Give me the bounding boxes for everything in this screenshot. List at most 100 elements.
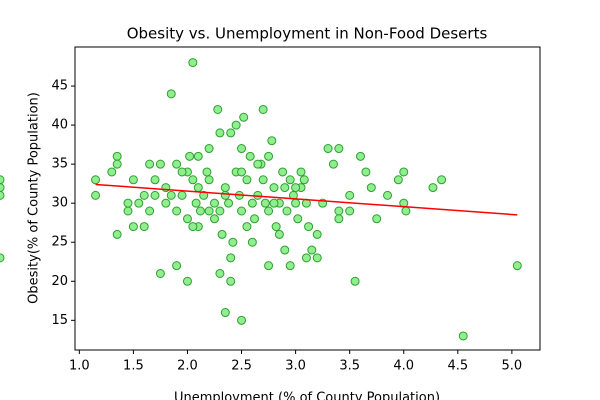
point: [250, 214, 260, 224]
point: [224, 198, 234, 208]
point: [193, 151, 203, 161]
point: [247, 237, 257, 247]
point: [247, 198, 257, 208]
point: [350, 276, 360, 286]
point: [0, 183, 5, 193]
x-axis-label: Unemployment (% of County Population): [174, 391, 440, 400]
point: [312, 253, 322, 263]
point: [215, 128, 225, 138]
point: [299, 175, 309, 185]
point: [264, 261, 274, 271]
y-tick-label: 30: [51, 196, 68, 211]
x-tick-label: 3.0: [285, 359, 306, 374]
point: [269, 198, 279, 208]
point: [280, 245, 290, 255]
point: [269, 183, 279, 193]
fit-line: [95, 183, 518, 216]
point: [264, 206, 274, 216]
point: [345, 190, 355, 200]
y-tick-label: 40: [51, 118, 68, 133]
point: [177, 167, 187, 177]
point: [220, 183, 230, 193]
point: [258, 175, 268, 185]
point: [258, 104, 268, 114]
point: [437, 175, 447, 185]
point: [285, 175, 295, 185]
point: [296, 167, 306, 177]
point: [128, 175, 138, 185]
point: [274, 229, 284, 239]
point: [280, 183, 290, 193]
point: [328, 159, 338, 169]
point: [182, 214, 192, 224]
point: [231, 120, 241, 130]
point: [112, 151, 122, 161]
point: [139, 222, 149, 232]
point: [245, 151, 255, 161]
point: [215, 206, 225, 216]
y-tick-label: 20: [51, 274, 68, 289]
point: [172, 206, 182, 216]
point: [282, 206, 292, 216]
point: [291, 198, 301, 208]
x-tick-label: 1.5: [123, 359, 144, 374]
point: [134, 198, 144, 208]
point: [237, 315, 247, 325]
point: [0, 190, 5, 200]
point: [253, 159, 263, 169]
point: [278, 167, 288, 177]
x-tick-label: 5.0: [502, 359, 523, 374]
x-tick-label: 2.5: [231, 359, 252, 374]
y-tick-label: 25: [51, 235, 68, 250]
point: [145, 159, 155, 169]
point: [182, 276, 192, 286]
point: [202, 167, 212, 177]
point: [304, 222, 314, 232]
point: [428, 183, 438, 193]
point: [185, 151, 195, 161]
point: [204, 144, 214, 154]
point: [267, 136, 277, 146]
point: [155, 268, 165, 278]
point: [204, 175, 214, 185]
point: [210, 214, 219, 224]
point: [372, 214, 382, 224]
point: [177, 190, 187, 200]
point: [128, 222, 138, 232]
point: [91, 190, 101, 200]
point: [260, 198, 270, 208]
point: [334, 206, 344, 216]
y-tick-label: 45: [51, 79, 68, 94]
point: [334, 214, 344, 224]
point: [312, 229, 322, 239]
point: [150, 175, 160, 185]
point: [210, 198, 219, 208]
point: [458, 331, 468, 341]
point: [323, 144, 333, 154]
point: [271, 222, 281, 232]
point: [161, 198, 171, 208]
point: [334, 144, 344, 154]
point: [399, 167, 409, 177]
point: [204, 206, 214, 216]
y-tick-label: 15: [51, 313, 68, 328]
point: [213, 104, 223, 114]
point: [107, 167, 117, 177]
x-tick-label: 2.0: [177, 359, 198, 374]
point: [166, 89, 176, 99]
x-tick-label: 3.5: [339, 359, 360, 374]
point: [401, 206, 411, 216]
point: [188, 58, 198, 68]
point: [383, 190, 393, 200]
point: [345, 206, 355, 216]
y-tick-label: 35: [51, 157, 68, 172]
point: [239, 112, 249, 122]
point: [123, 198, 133, 208]
plot-frame: [74, 46, 541, 351]
point: [242, 175, 252, 185]
point: [512, 261, 522, 271]
point: [237, 144, 247, 154]
point: [191, 198, 201, 208]
point: [145, 206, 155, 216]
